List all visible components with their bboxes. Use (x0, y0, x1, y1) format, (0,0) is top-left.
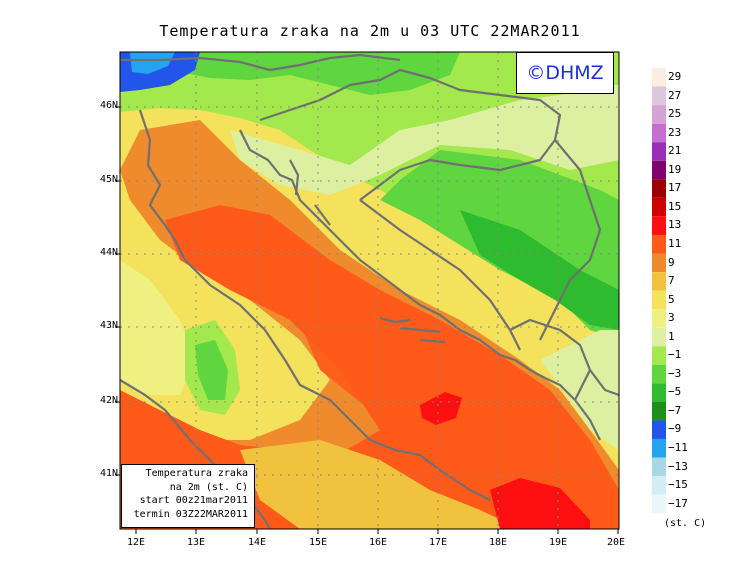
legend-swatch (652, 123, 666, 143)
island-cres (289, 159, 300, 196)
y-tick-43n: 43N (99, 320, 118, 331)
x-tick-19e: 19E (548, 537, 568, 548)
field-ionian-yellow (240, 440, 520, 529)
field-east-green2 (460, 210, 619, 330)
legend-swatch (652, 420, 666, 439)
legend-label: 23 (668, 125, 682, 139)
legend-label: 9 (668, 255, 675, 269)
legend-label: 19 (668, 162, 682, 176)
island-pag (314, 204, 331, 226)
field-cyan-nw (130, 52, 175, 74)
border-montenegro (509, 318, 592, 401)
legend-label: 7 (668, 274, 675, 288)
x-tick-14e: 14E (247, 537, 267, 548)
legend-swatch (652, 346, 666, 365)
legend-label: −9 (668, 422, 682, 436)
y-tick-42n: 42N (99, 395, 118, 406)
border-serbia (539, 139, 602, 341)
legend-swatch (652, 476, 666, 495)
legend-label: 17 (668, 181, 682, 195)
x-tick-20e: 20E (606, 537, 626, 548)
legend-swatch (652, 272, 666, 291)
legend-unit: (st. C) (664, 518, 707, 529)
legend-label: 1 (668, 329, 675, 343)
legend-swatch (652, 383, 666, 402)
legend-label: −15 (668, 478, 688, 492)
legend-label: 27 (668, 88, 682, 102)
field-red-spot-1 (420, 392, 462, 425)
legend-swatch (652, 68, 666, 87)
x-tick-15e: 15E (308, 537, 328, 548)
y-tick-44n: 44N (99, 247, 118, 258)
info-line-3: start 00z21mar2011 (139, 495, 248, 506)
coastline-italy-east (138, 109, 491, 501)
info-line-1: Temperatura zraka (145, 468, 248, 479)
field-north-darkgreen (140, 52, 460, 95)
border-bih (359, 199, 521, 351)
coastline-balkan (239, 129, 601, 441)
legend-label: −7 (668, 403, 682, 417)
legend-label: −17 (668, 496, 688, 510)
legend-label: 13 (668, 218, 682, 232)
coastline-italy-west (120, 379, 271, 529)
x-tick-18e: 18E (488, 537, 508, 548)
legend-label: −11 (668, 441, 688, 454)
legend-swatch (652, 179, 666, 198)
y-tick-41n: 41N (99, 468, 118, 479)
legend-swatch (652, 439, 666, 458)
map-title: Temperatura zraka na 2m u 03 UTC 22MAR20… (159, 22, 581, 40)
island-hvar (399, 326, 441, 334)
y-tick-45n: 45N (99, 174, 118, 185)
legend-swatch (652, 327, 666, 347)
legend-swatch (652, 494, 666, 514)
legend-swatch (652, 401, 666, 421)
legend-label: 5 (668, 292, 675, 306)
legend-label: 11 (668, 237, 682, 250)
info-line-4: termin 03Z22MAR2011 (133, 508, 248, 520)
legend-swatch (652, 253, 666, 273)
info-line-2: na 2m (st. C) (169, 481, 248, 493)
border-albania (589, 369, 619, 397)
legend-swatch (652, 197, 666, 217)
legend-label: 15 (668, 199, 682, 213)
dhmz-logo: ©DHMZ (516, 52, 614, 94)
legend-swatch (652, 216, 666, 235)
island-brac (379, 316, 411, 324)
field-italy-coast-lightyellow (120, 260, 195, 395)
legend-swatch (652, 160, 666, 180)
y-tick-46n: 46N (99, 100, 118, 111)
x-tick-13e: 13E (186, 537, 206, 548)
island-korcula (419, 338, 446, 344)
x-tick-12e: 12E (126, 537, 146, 548)
legend-swatch (652, 105, 666, 124)
legend-label: −5 (668, 385, 682, 399)
legend-swatch (652, 235, 666, 254)
legend-swatch (652, 364, 666, 384)
field-italy-green-inland2 (195, 340, 228, 400)
legend-label: 29 (668, 70, 682, 83)
legend-label: 21 (668, 144, 682, 158)
legend-swatch (652, 290, 666, 310)
field-pale-central (230, 85, 619, 195)
border-croatia-north (259, 68, 562, 201)
legend-swatch (652, 457, 666, 477)
legend-label: 3 (668, 311, 675, 325)
field-red-spot-2 (490, 478, 590, 529)
legend-swatch (652, 86, 666, 106)
info-box: Temperatura zraka na 2m (st. C) start 00… (121, 464, 255, 528)
map-frame (119, 51, 620, 530)
legend-swatch (652, 309, 666, 328)
x-tick-17e: 17E (428, 537, 448, 548)
legend-label: −3 (668, 366, 682, 380)
legend-label: 25 (668, 107, 682, 121)
border-north (120, 53, 401, 72)
legend-swatch (652, 142, 666, 161)
legend-label: −13 (668, 459, 688, 473)
legend-label: −1 (668, 348, 682, 362)
x-tick-16e: 16E (368, 537, 388, 548)
